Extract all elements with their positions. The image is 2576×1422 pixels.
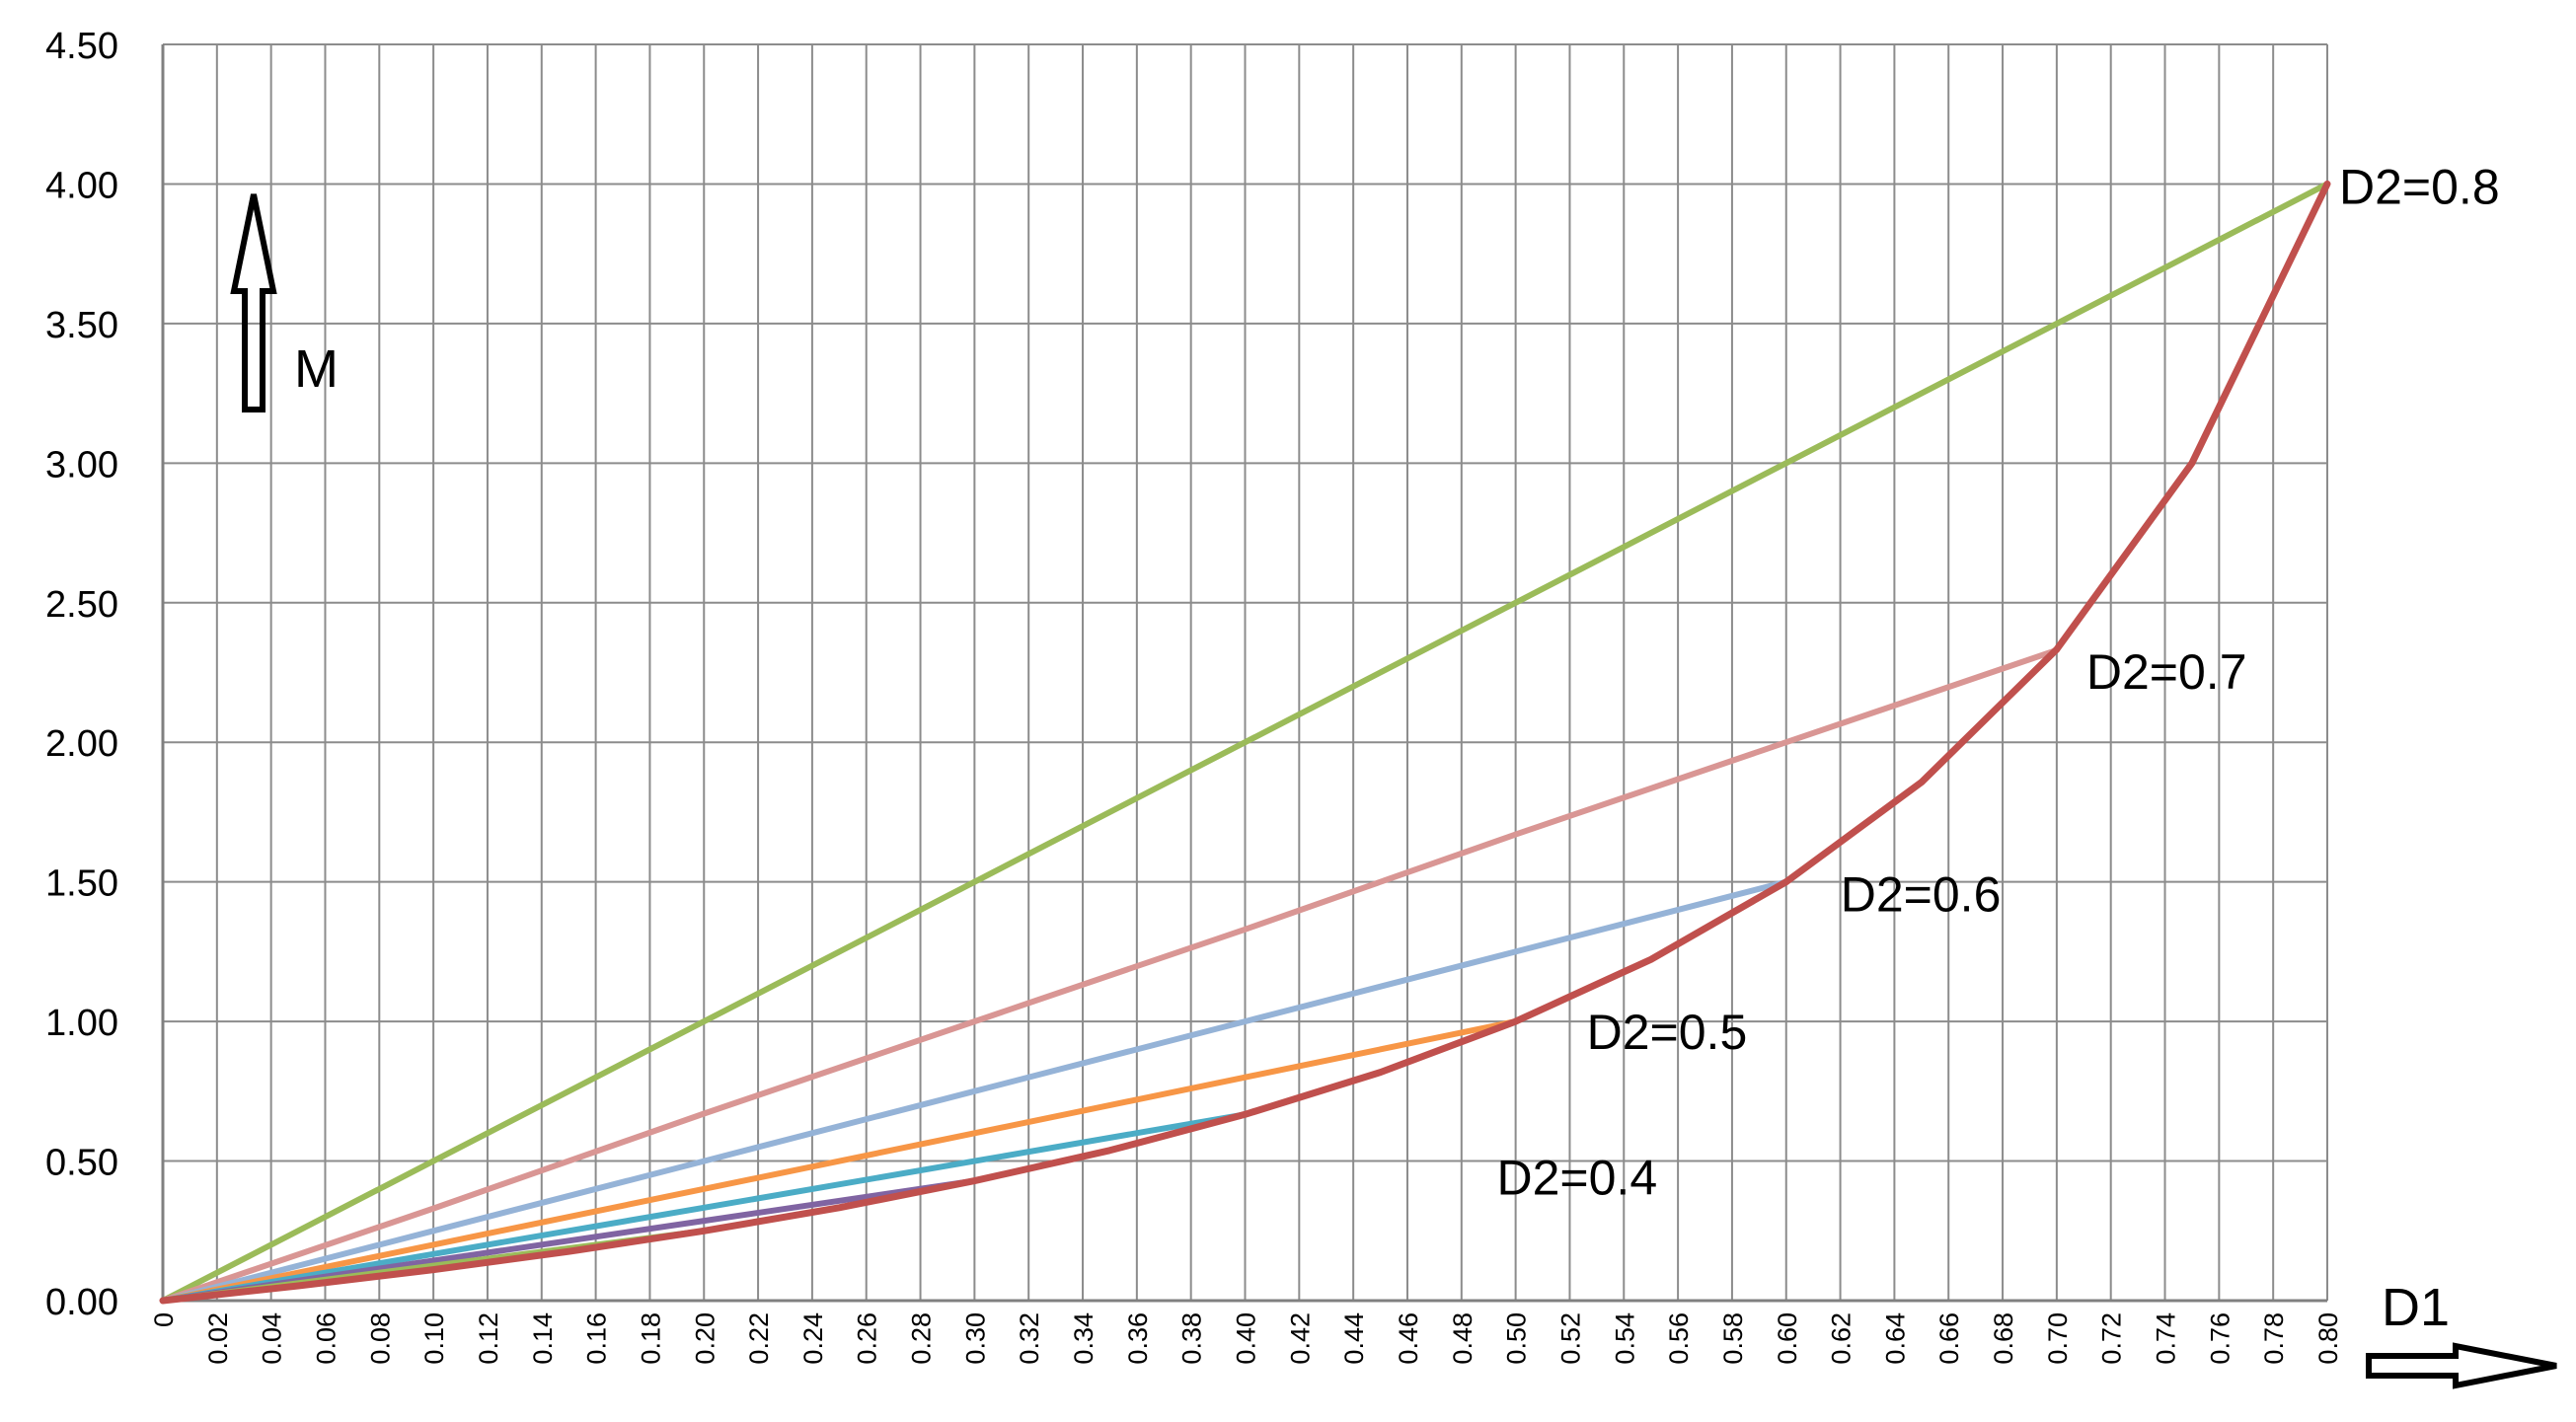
series-line-1 [160, 181, 2330, 1304]
x-tick-label: 0.60 [1773, 1312, 1802, 1365]
series-line-3 [160, 878, 1789, 1304]
y-tick-label: 4.50 [45, 26, 118, 67]
x-tick-label: 0.28 [907, 1312, 937, 1365]
series-lines [159, 180, 2331, 1305]
right-arrow-icon [2366, 1342, 2557, 1389]
x-tick-label: 0.08 [365, 1312, 395, 1365]
x-tick-label: 0.16 [582, 1312, 612, 1365]
y-tick-label: 1.50 [45, 863, 118, 905]
x-tick-label: 0.70 [2043, 1312, 2073, 1365]
x-tick-label: 0.06 [311, 1312, 341, 1365]
y-tick-label: 3.50 [45, 305, 118, 346]
x-tick-label: 0.68 [1989, 1312, 2018, 1365]
y-tick-label: 0.00 [45, 1282, 118, 1323]
x-tick-label: 0.74 [2152, 1312, 2181, 1365]
x-tick-label: 0.24 [798, 1312, 828, 1365]
annotation-label: D2=0.4 [1497, 1150, 1658, 1205]
x-tick-label: 0.34 [1069, 1312, 1099, 1365]
series-line-8 [159, 180, 2331, 1305]
grid-lines [161, 43, 2328, 1303]
x-tick-label: 0.38 [1177, 1312, 1207, 1365]
annotation-label: D2=0.7 [2086, 644, 2247, 700]
y-tick-label: 4.00 [45, 165, 118, 206]
x-tick-label: 0.32 [1015, 1312, 1044, 1365]
x-tick-label: 0.26 [853, 1312, 882, 1365]
y-tick-label: 2.00 [45, 723, 118, 765]
x-tick-label: 0.62 [1827, 1312, 1856, 1365]
x-tick-label: 0.78 [2259, 1312, 2289, 1365]
x-tick-label: 0.30 [960, 1312, 990, 1365]
y-tick-labels: 0.00 0.50 1.00 1.50 2.00 2.50 3.00 3.50 4.00 4.50 [45, 26, 118, 1323]
y-tick-label: 0.50 [45, 1143, 118, 1184]
x-tick-label: 0.46 [1394, 1312, 1423, 1365]
x-tick-label: 0.66 [1934, 1312, 1964, 1365]
x-tick-label: 0.36 [1123, 1312, 1153, 1365]
x-tick-label: 0.02 [203, 1312, 233, 1365]
x-tick-labels: 0 0.02 0.04 0.06 0.08 0.10 0.12 0.14 0.16 0.18 0.2… [149, 1312, 2343, 1365]
y-axis-label: M [294, 339, 339, 399]
x-axis-label: D1 [2382, 1278, 2450, 1337]
x-tick-label: 0.14 [528, 1312, 558, 1365]
x-tick-label: 0.44 [1339, 1312, 1369, 1365]
x-tick-label: 0.64 [1880, 1312, 1910, 1365]
x-tick-label: 0.80 [2313, 1312, 2343, 1365]
series-line-4 [160, 1018, 1519, 1304]
series-line-2 [160, 646, 2060, 1304]
x-tick-label: 0.56 [1664, 1312, 1694, 1365]
curve-annotations: D2=0.8 D2=0.7 D2=0.6 D2=0.5 D2=0.4 [1497, 159, 2500, 1205]
x-tick-label: 0 [149, 1312, 179, 1327]
x-tick-label: 0.72 [2097, 1312, 2127, 1365]
series-line-5 [160, 1111, 1249, 1304]
x-tick-label: 0.12 [474, 1312, 503, 1365]
y-tick-label: 1.00 [45, 1003, 118, 1044]
y-tick-label: 3.00 [45, 444, 118, 486]
x-tick-label: 0.50 [1502, 1312, 1532, 1365]
x-tick-label: 0.18 [636, 1312, 665, 1365]
annotation-label: D2=0.8 [2339, 159, 2500, 214]
x-tick-label: 0.52 [1555, 1312, 1585, 1365]
up-arrow-icon [230, 193, 277, 412]
x-tick-label: 0.40 [1232, 1312, 1261, 1365]
x-tick-label: 0.76 [2205, 1312, 2235, 1365]
y-tick-label: 2.50 [45, 584, 118, 626]
x-tick-label: 0.22 [744, 1312, 774, 1365]
x-tick-label: 0.04 [258, 1312, 287, 1365]
annotation-label: D2=0.6 [1841, 867, 2002, 923]
x-tick-label: 0.48 [1448, 1312, 1477, 1365]
x-tick-label: 0.42 [1285, 1312, 1315, 1365]
x-tick-label: 0.58 [1718, 1312, 1748, 1365]
annotation-label: D2=0.5 [1587, 1005, 1748, 1060]
x-tick-label: 0.20 [690, 1312, 720, 1365]
x-tick-label: 0.10 [419, 1312, 449, 1365]
x-tick-label: 0.54 [1610, 1312, 1639, 1365]
